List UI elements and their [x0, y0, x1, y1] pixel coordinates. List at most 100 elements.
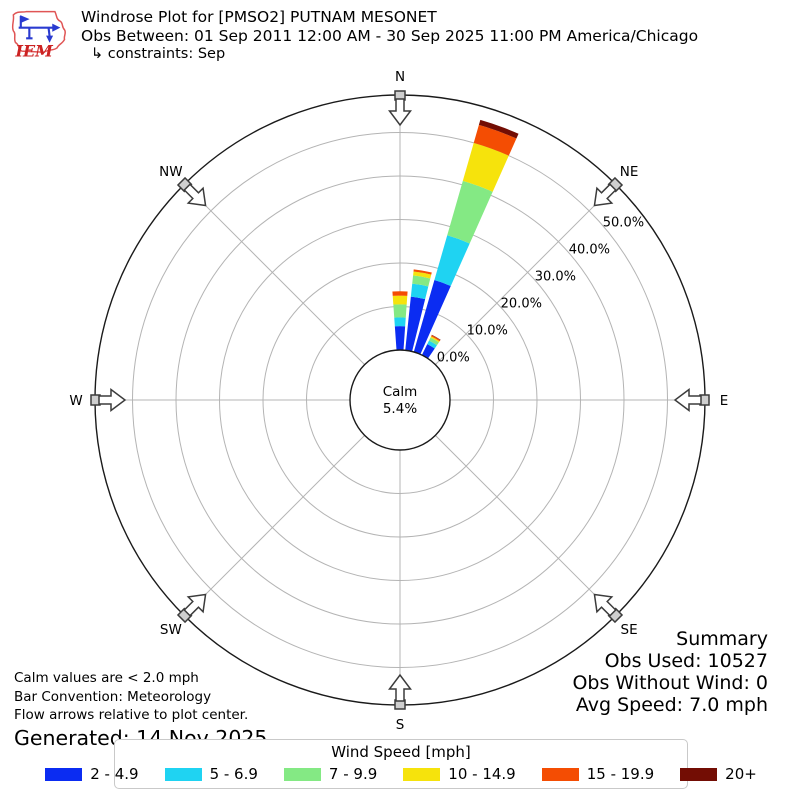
legend-title: Wind Speed [mph]: [331, 743, 471, 761]
legend-swatch: [680, 767, 718, 781]
windrose-bars: [392, 119, 519, 359]
ring-tick-labels: 0.0% 10.0% 20.0% 30.0% 40.0% 50.0%: [437, 215, 644, 365]
bar-20deg-15 - 19.9: [473, 124, 517, 156]
flow-arrow-NE: [593, 176, 624, 207]
header: Windrose Plot for [PMSO2] PUTNAM MESONET…: [81, 8, 698, 64]
legend-items: 2 - 4.9 5 - 6.9 7 - 9.9 10 - 14.9 15 - 19.9 2…: [45, 765, 757, 783]
flow-arrow-N: [388, 90, 412, 127]
flow-arrow-SW: [176, 593, 207, 624]
calm-value: 5.4%: [383, 401, 417, 417]
legend-label: 10 - 14.9: [448, 765, 516, 783]
footnote-arrows: Flow arrows relative to plot center.: [14, 707, 249, 723]
ring-tick-20.0%: 20.0%: [501, 297, 542, 312]
weathervane-icon: [18, 15, 61, 43]
summary-obs-without-wind: Obs Without Wind: 0: [572, 672, 768, 694]
bar-0deg-5 - 6.9: [394, 317, 406, 327]
bar-20deg-5 - 6.9: [434, 235, 470, 286]
legend-item: 15 - 19.9: [541, 765, 655, 783]
legend-label: 5 - 6.9: [209, 765, 258, 783]
compass-label-N: N: [395, 69, 405, 85]
legend-item: 2 - 4.9: [45, 765, 139, 783]
legend-label: 20+: [725, 765, 757, 783]
arrow-head: [388, 673, 412, 702]
ring-tick-10.0%: 10.0%: [467, 324, 508, 339]
ring-tick-30.0%: 30.0%: [535, 269, 576, 284]
bar-30deg-5 - 6.9: [427, 340, 437, 349]
flow-arrow-E: [673, 388, 710, 412]
bar-10deg-15 - 19.9: [413, 269, 432, 275]
grid-spokes: [95, 95, 705, 705]
arrow-head: [673, 388, 702, 412]
footnote-calm: Calm values are < 2.0 mph: [14, 670, 199, 686]
footnotes: Calm values are < 2.0 mph Bar Convention…: [14, 669, 267, 750]
bar-0deg-2 - 4.9: [394, 326, 406, 351]
spoke-NE: [435, 183, 617, 365]
bar-30deg-2 - 4.9: [421, 344, 435, 359]
legend-label: 2 - 4.9: [90, 765, 139, 783]
plot-constraints: ↳ constraints: Sep: [91, 46, 226, 62]
summary-title: Summary: [676, 628, 768, 650]
calm-label: Calm: [383, 384, 418, 400]
summary-block: Summary Obs Used: 10527 Obs Without Wind…: [572, 628, 768, 716]
compass-labels: N NE E SE S SW W NW: [69, 69, 728, 733]
footnote-convention: Bar Convention: Meteorology: [14, 688, 212, 705]
compass-label-S: S: [396, 717, 405, 733]
bar-10deg-7 - 9.9: [412, 275, 431, 287]
flow-arrow-NW: [176, 176, 207, 207]
arrow-head: [593, 183, 617, 207]
compass-label-NE: NE: [620, 164, 639, 180]
legend-swatch: [283, 767, 321, 781]
legend-swatch: [541, 767, 579, 781]
bar-10deg-5 - 6.9: [410, 283, 429, 300]
ring-tick-0.0%: 0.0%: [437, 351, 470, 366]
plot-subtitle: Obs Between: 01 Sep 2011 12:00 AM - 30 S…: [81, 26, 699, 45]
legend-item: 10 - 14.9: [403, 765, 516, 783]
plot-title: Windrose Plot for [PMSO2] PUTNAM MESONET: [81, 8, 437, 26]
compass-label-W: W: [69, 393, 82, 409]
legend-item: 5 - 6.9: [164, 765, 258, 783]
iowa-outline: [11, 10, 67, 53]
legend-item: 7 - 9.9: [283, 765, 378, 783]
arrow-head: [98, 388, 127, 412]
legend-box: Wind Speed [mph] 2 - 4.9 5 - 6.9 7 - 9.9 10…: [45, 739, 757, 789]
spoke-SE: [435, 435, 617, 617]
flow-arrow-W: [90, 388, 127, 412]
legend-label: 15 - 19.9: [586, 765, 655, 783]
compass-label-SW: SW: [160, 622, 182, 638]
compass-label-NW: NW: [159, 164, 182, 180]
bar-10deg-2 - 4.9: [405, 296, 426, 352]
spoke-NW: [183, 183, 365, 365]
arrow-head: [593, 593, 617, 617]
bar-20deg-2 - 4.9: [413, 280, 451, 355]
legend-label: 7 - 9.9: [328, 765, 378, 783]
arrow-head: [183, 183, 207, 207]
iem-logo: IEM: [11, 10, 67, 60]
bar-20deg-10 - 14.9: [462, 142, 509, 192]
legend-swatch: [45, 767, 83, 781]
bar-30deg-20+: [431, 334, 441, 341]
calm-circle: [349, 349, 451, 451]
ring-tick-40.0%: 40.0%: [569, 242, 610, 257]
compass-label-E: E: [720, 393, 729, 409]
bar-30deg-15 - 19.9: [431, 335, 441, 342]
spoke-SW: [183, 435, 365, 617]
arrow-head: [183, 593, 207, 617]
flow-arrow-SE: [593, 593, 624, 624]
logo-text: IEM: [14, 41, 54, 60]
bar-30deg-10 - 14.9: [430, 336, 440, 343]
arrow-head: [388, 98, 412, 127]
legend-swatch: [403, 767, 441, 781]
bar-10deg-10 - 14.9: [413, 271, 432, 279]
legend-item: 20+: [680, 765, 757, 783]
summary-avg-speed: Avg Speed: 7.0 mph: [575, 694, 768, 716]
bar-0deg-15 - 19.9: [392, 291, 408, 296]
flow-arrow-S: [388, 673, 412, 710]
bar-20deg-20+: [478, 119, 519, 139]
ring-tick-50.0%: 50.0%: [603, 215, 644, 230]
summary-obs-used: Obs Used: 10527: [604, 650, 768, 672]
bar-0deg-10 - 14.9: [392, 295, 408, 305]
bar-30deg-7 - 9.9: [428, 337, 439, 346]
bar-20deg-7 - 9.9: [447, 180, 493, 244]
